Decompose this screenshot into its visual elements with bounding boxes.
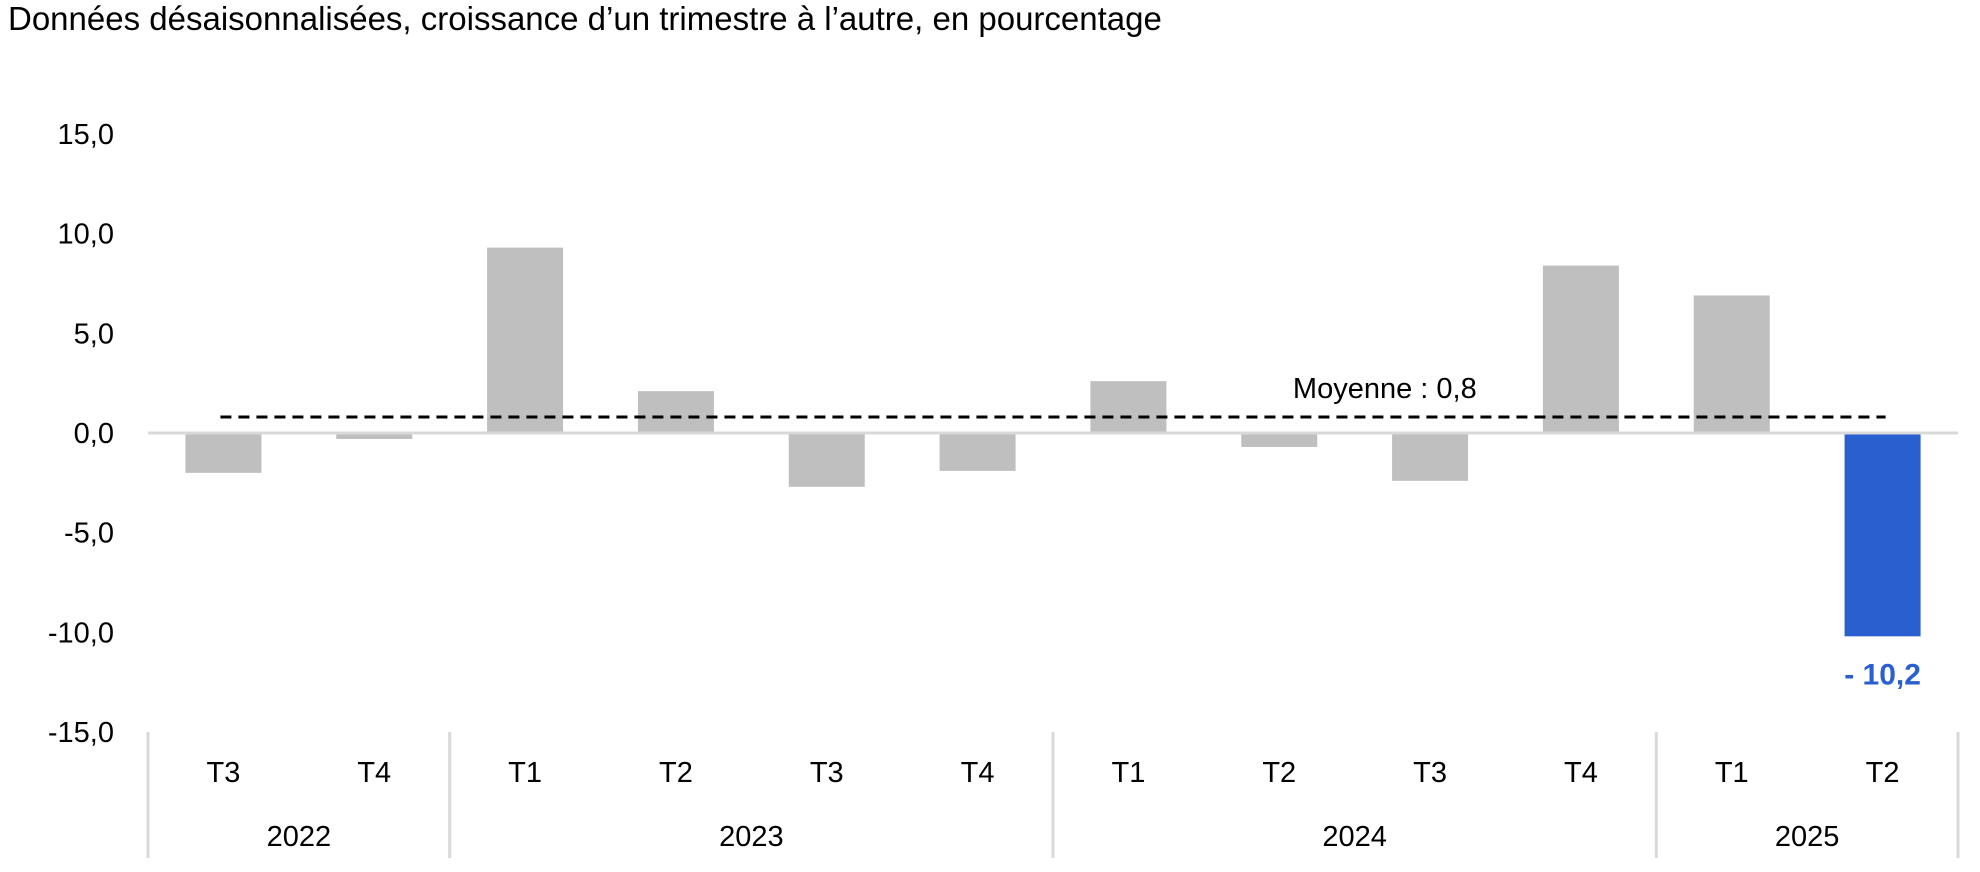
y-tick-label: 0,0 bbox=[74, 418, 114, 450]
x-tick-label: T3 bbox=[1413, 757, 1447, 789]
x-tick-label: T1 bbox=[1111, 757, 1145, 789]
y-tick-label: -5,0 bbox=[64, 518, 114, 550]
x-tick-label: T1 bbox=[508, 757, 542, 789]
x-tick-label: T2 bbox=[1262, 757, 1296, 789]
data-label: - 10,2 bbox=[1844, 658, 1921, 691]
bar bbox=[1844, 433, 1921, 637]
x-tick-label: T4 bbox=[1564, 757, 1598, 789]
average-label: Moyenne : 0,8 bbox=[1293, 373, 1477, 405]
bar bbox=[637, 391, 714, 433]
year-label: 2024 bbox=[1322, 821, 1387, 853]
bar bbox=[1090, 381, 1167, 433]
bar bbox=[1392, 433, 1469, 481]
bar bbox=[788, 433, 865, 487]
x-tick-label: T2 bbox=[659, 757, 693, 789]
y-tick-label: 15,0 bbox=[58, 119, 114, 151]
x-tick-label: T3 bbox=[206, 757, 240, 789]
bar bbox=[336, 433, 413, 439]
bar bbox=[1542, 265, 1619, 433]
bar bbox=[1693, 295, 1770, 433]
y-tick-label: 10,0 bbox=[58, 219, 114, 251]
x-tick-label: T4 bbox=[357, 757, 391, 789]
year-label: 2025 bbox=[1775, 821, 1840, 853]
y-tick-label: -15,0 bbox=[48, 717, 114, 749]
bar bbox=[487, 247, 564, 433]
year-label: 2023 bbox=[719, 821, 784, 853]
bar bbox=[1241, 433, 1318, 447]
y-tick-label: -10,0 bbox=[48, 617, 114, 649]
x-tick-label: T4 bbox=[961, 757, 995, 789]
x-tick-label: T1 bbox=[1715, 757, 1749, 789]
x-tick-label: T3 bbox=[810, 757, 844, 789]
bar bbox=[939, 433, 1016, 471]
y-tick-label: 5,0 bbox=[74, 318, 114, 350]
chart-title: Données désaisonnalisées, croissance d’u… bbox=[8, 0, 1162, 37]
year-label: 2022 bbox=[267, 821, 332, 853]
x-tick-label: T2 bbox=[1866, 757, 1900, 789]
bar bbox=[185, 433, 262, 473]
